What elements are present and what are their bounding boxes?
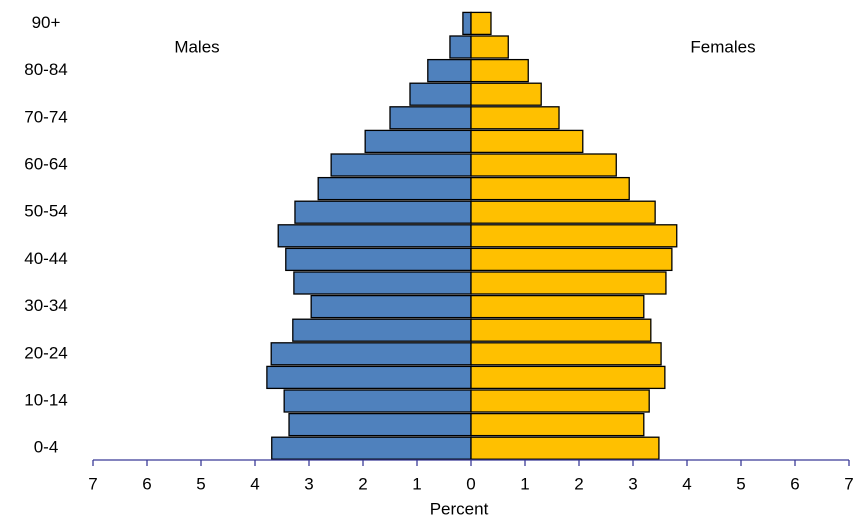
bar: [470, 224, 678, 248]
y-tick-label: 60-64: [24, 154, 67, 173]
x-tick-label: 5: [736, 474, 745, 493]
bar: [292, 318, 472, 342]
series-label: Males: [174, 37, 219, 56]
bar: [288, 412, 472, 437]
bar: [285, 247, 472, 272]
bar: [470, 82, 542, 106]
bar: [470, 342, 662, 366]
y-tick-label: 70-74: [24, 107, 67, 126]
bar: [470, 365, 666, 390]
x-tick-label: 3: [304, 474, 313, 493]
bar: [310, 294, 472, 319]
bar: [270, 342, 472, 366]
bar: [470, 412, 645, 437]
bar: [470, 389, 650, 413]
bar: [470, 200, 656, 224]
bar: [470, 153, 617, 177]
bar: [317, 176, 472, 201]
bar: [283, 389, 472, 413]
bar: [470, 294, 645, 319]
y-tick-label: 80-84: [24, 60, 67, 79]
bar: [470, 35, 509, 59]
bar: [470, 58, 529, 83]
y-tick-label: 40-44: [24, 249, 67, 268]
bar: [470, 176, 630, 201]
bar: [470, 129, 584, 154]
bar: [293, 271, 472, 295]
bar: [470, 247, 673, 272]
x-tick-label: 7: [88, 474, 97, 493]
x-tick-label: 1: [412, 474, 421, 493]
y-tick-label: 20-24: [24, 343, 67, 362]
bar: [266, 365, 472, 390]
bar: [470, 436, 660, 460]
bar: [294, 200, 472, 224]
bar: [449, 35, 472, 59]
bar: [330, 153, 472, 177]
y-tick-label: 90+: [32, 13, 61, 32]
y-tick-label: 10-14: [24, 390, 67, 409]
x-tick-label: 3: [628, 474, 637, 493]
series-label: Females: [690, 37, 755, 56]
x-tick-label: 6: [790, 474, 799, 493]
bar: [364, 129, 472, 154]
bar: [277, 224, 472, 248]
bar: [409, 82, 472, 106]
x-tick-label: 6: [142, 474, 151, 493]
y-tick-label: 30-34: [24, 296, 67, 315]
y-tick-label: 0-4: [34, 438, 59, 457]
x-axis-label: Percent: [430, 499, 489, 518]
bar: [470, 318, 652, 342]
bar: [470, 11, 492, 36]
x-tick-label: 4: [250, 474, 259, 493]
x-tick-label: 7: [844, 474, 853, 493]
x-tick-label: 0: [466, 474, 475, 493]
x-tick-label: 2: [574, 474, 583, 493]
x-tick-label: 5: [196, 474, 205, 493]
bar: [427, 58, 472, 83]
bar: [462, 11, 472, 36]
bar: [470, 271, 667, 295]
bar: [271, 436, 472, 460]
x-tick-label: 2: [358, 474, 367, 493]
x-tick-label: 4: [682, 474, 691, 493]
x-tick-label: 1: [520, 474, 529, 493]
bar: [470, 106, 560, 130]
y-tick-label: 50-54: [24, 202, 67, 221]
bar: [389, 106, 472, 130]
